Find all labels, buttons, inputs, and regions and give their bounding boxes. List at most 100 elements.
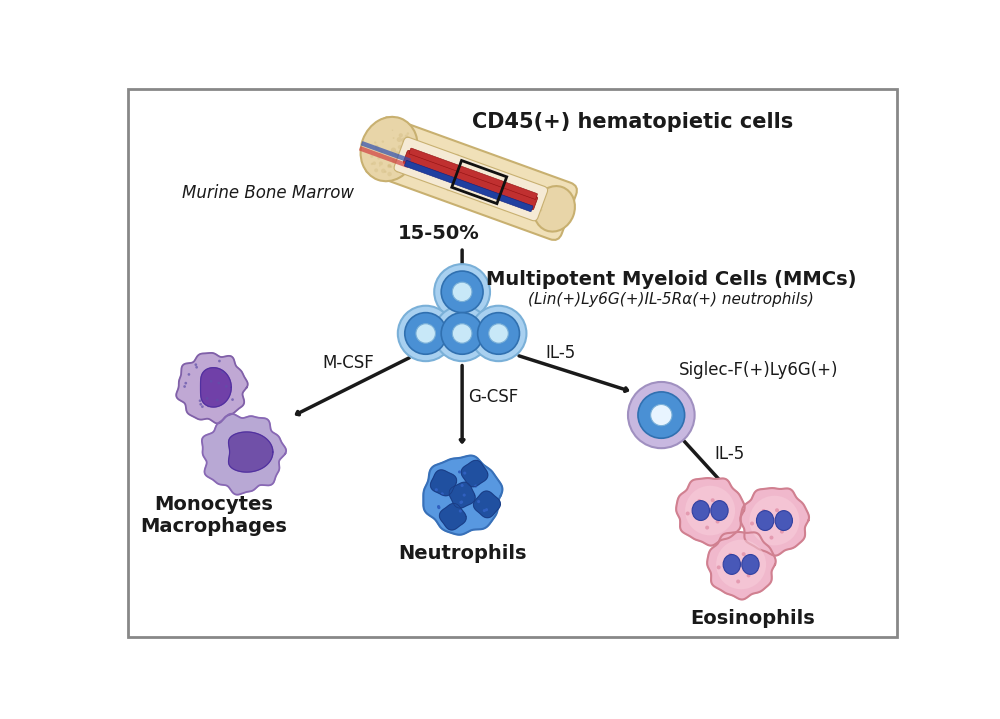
Circle shape (404, 144, 406, 146)
Text: IL-5: IL-5 (714, 444, 745, 462)
Circle shape (460, 178, 463, 180)
Circle shape (465, 163, 468, 166)
Circle shape (512, 189, 517, 195)
Polygon shape (474, 491, 500, 518)
Circle shape (769, 536, 773, 539)
Circle shape (390, 165, 392, 168)
Circle shape (471, 174, 474, 177)
Polygon shape (176, 353, 248, 423)
Ellipse shape (692, 500, 709, 521)
Text: Multipotent Myeloid Cells (MMCs): Multipotent Myeloid Cells (MMCs) (486, 270, 857, 289)
Circle shape (381, 168, 386, 173)
Polygon shape (440, 503, 466, 530)
Circle shape (444, 155, 447, 157)
Circle shape (436, 157, 439, 160)
Circle shape (483, 509, 486, 512)
Circle shape (736, 580, 740, 584)
Circle shape (379, 165, 381, 167)
Polygon shape (201, 367, 231, 407)
Circle shape (749, 495, 799, 546)
Polygon shape (461, 460, 488, 487)
Circle shape (427, 146, 433, 152)
Circle shape (375, 145, 378, 147)
Circle shape (470, 174, 476, 179)
Circle shape (405, 146, 411, 152)
Circle shape (431, 181, 434, 184)
Text: (Lin(+)Ly6G(+)IL-5Rα(+) neutrophils): (Lin(+)Ly6G(+)IL-5Rα(+) neutrophils) (528, 292, 814, 307)
Circle shape (452, 282, 472, 301)
Circle shape (717, 565, 721, 569)
Circle shape (479, 178, 481, 180)
Circle shape (372, 161, 376, 165)
Circle shape (425, 152, 427, 154)
Circle shape (729, 562, 733, 566)
Text: M-CSF: M-CSF (322, 354, 374, 372)
Circle shape (388, 165, 390, 167)
Circle shape (728, 553, 732, 557)
Text: IL-5: IL-5 (545, 344, 576, 362)
Circle shape (475, 184, 478, 186)
Circle shape (405, 134, 408, 138)
Circle shape (470, 165, 472, 167)
Circle shape (434, 264, 490, 319)
Circle shape (392, 159, 395, 162)
Circle shape (437, 178, 440, 181)
Circle shape (405, 313, 447, 354)
Polygon shape (229, 432, 273, 472)
Ellipse shape (534, 186, 575, 232)
Circle shape (503, 196, 508, 202)
Circle shape (485, 508, 488, 511)
Circle shape (483, 175, 486, 177)
Circle shape (423, 164, 429, 170)
Text: Eosinophils: Eosinophils (690, 609, 815, 628)
Circle shape (716, 540, 766, 590)
Circle shape (441, 162, 444, 165)
Circle shape (409, 167, 414, 171)
Circle shape (437, 159, 442, 164)
Circle shape (225, 385, 228, 388)
Circle shape (742, 552, 746, 556)
Circle shape (435, 180, 438, 183)
Circle shape (370, 155, 373, 158)
Text: Murine Bone Marrow: Murine Bone Marrow (182, 184, 354, 202)
Circle shape (705, 526, 709, 530)
Circle shape (503, 207, 507, 211)
Circle shape (434, 306, 490, 361)
Circle shape (441, 493, 444, 495)
Circle shape (533, 197, 537, 201)
Circle shape (472, 172, 474, 174)
Circle shape (393, 137, 395, 139)
FancyBboxPatch shape (403, 150, 538, 210)
Text: G-CSF: G-CSF (468, 388, 518, 406)
Circle shape (195, 366, 198, 369)
Circle shape (401, 137, 406, 142)
Circle shape (486, 180, 492, 186)
Circle shape (394, 151, 399, 156)
Circle shape (401, 160, 404, 162)
Circle shape (474, 485, 477, 487)
Ellipse shape (361, 117, 418, 181)
Circle shape (628, 382, 695, 448)
Circle shape (463, 472, 466, 475)
Text: Neutrophils: Neutrophils (398, 544, 526, 563)
Circle shape (762, 518, 766, 522)
Circle shape (489, 324, 508, 343)
Circle shape (199, 403, 202, 406)
Circle shape (781, 514, 785, 518)
Circle shape (188, 373, 190, 376)
Circle shape (400, 152, 405, 158)
Circle shape (439, 180, 444, 186)
Circle shape (727, 567, 731, 571)
Ellipse shape (775, 510, 792, 531)
Circle shape (396, 170, 399, 173)
Circle shape (387, 172, 392, 176)
Circle shape (477, 500, 480, 503)
Circle shape (459, 510, 462, 513)
Circle shape (747, 574, 751, 577)
Circle shape (231, 398, 234, 401)
Circle shape (463, 493, 466, 497)
Circle shape (375, 145, 379, 150)
Circle shape (441, 313, 483, 354)
Circle shape (716, 520, 720, 523)
Circle shape (534, 192, 538, 196)
